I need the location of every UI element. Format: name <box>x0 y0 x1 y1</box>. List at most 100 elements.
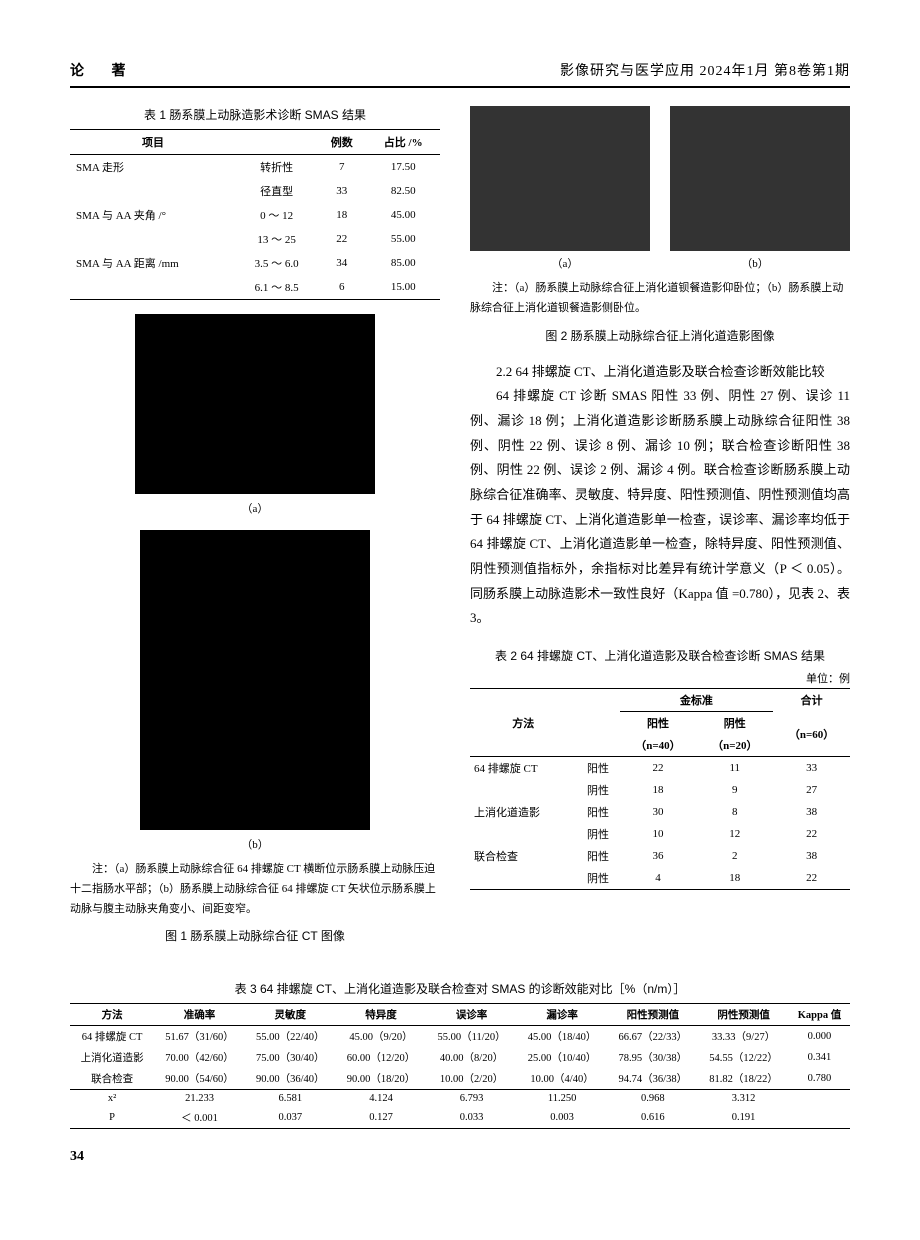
table-cell <box>789 1107 850 1129</box>
table-cell: 0.000 <box>789 1026 850 1048</box>
table-cell: 45.00 <box>366 203 440 227</box>
table-cell <box>470 823 576 845</box>
table-cell: 18 <box>696 867 773 890</box>
t2-pos: 阳性 <box>620 712 697 735</box>
table-cell: 6 <box>317 275 366 300</box>
table-header: 特异度 <box>336 1004 427 1026</box>
table-cell: 18 <box>620 779 697 801</box>
table-cell: 0.003 <box>517 1107 608 1129</box>
table1: 项目 例数 占比 /% SMA 走形转折性717.50径直型3382.50SMA… <box>70 129 440 300</box>
table-cell: 70.00（42/60） <box>154 1047 245 1068</box>
content-columns: 表 1 肠系膜上动脉造影术诊断 SMAS 结果 项目 例数 占比 /% SMA … <box>70 106 850 960</box>
fig2-image-a <box>470 106 650 251</box>
table-cell: 64 排螺旋 CT <box>470 757 576 780</box>
table-cell: 0.968 <box>607 1090 698 1108</box>
table-cell: 联合检查 <box>470 845 576 867</box>
fig1-title: 图 1 肠系膜上动脉综合征 CT 图像 <box>70 927 440 944</box>
table1-title: 表 1 肠系膜上动脉造影术诊断 SMAS 结果 <box>70 106 440 123</box>
table-cell: 阴性 <box>576 867 619 890</box>
table-cell: 10 <box>620 823 697 845</box>
table-cell: 60.00（12/20） <box>336 1047 427 1068</box>
table-cell: 0.191 <box>698 1107 789 1129</box>
t1-h0: 项目 <box>70 130 236 155</box>
table-cell: 34 <box>317 251 366 275</box>
table-cell: P <box>70 1107 154 1129</box>
header-right: 影像研究与医学应用 2024年1月 第8卷第1期 <box>560 60 850 80</box>
table-cell: 64 排螺旋 CT <box>70 1026 154 1048</box>
table-cell: 55.00 <box>366 227 440 251</box>
page-number: 34 <box>70 1149 850 1165</box>
header-left: 论 著 <box>70 60 138 80</box>
table-header: 漏诊率 <box>517 1004 608 1026</box>
t2-neg: 阴性 <box>696 712 773 735</box>
table-cell: 9 <box>696 779 773 801</box>
table-cell: 12 <box>696 823 773 845</box>
table-cell: 38 <box>773 845 850 867</box>
t1-h1 <box>236 130 317 155</box>
table-cell: 转折性 <box>236 155 317 180</box>
table2-unit: 单位：例 <box>470 670 850 686</box>
table-cell: 55.00（11/20） <box>426 1026 516 1048</box>
table-cell: 0.616 <box>607 1107 698 1129</box>
t2-sub-neg: （n=20） <box>696 734 773 757</box>
table-cell: 40.00（8/20） <box>426 1047 516 1068</box>
t2-sub-total: （n=60） <box>773 712 850 757</box>
t2-total: 合计 <box>773 689 850 712</box>
table-cell: 15.00 <box>366 275 440 300</box>
table-cell: 55.00（22/40） <box>245 1026 336 1048</box>
table-cell <box>70 179 236 203</box>
table-cell: SMA 与 AA 距离 /mm <box>70 251 236 275</box>
table2: 方法 金标准 合计 阳性 阴性 （n=60） （n=40） （n=20） 64 … <box>470 688 850 890</box>
table-header: Kappa 值 <box>789 1004 850 1026</box>
table-cell: 11 <box>696 757 773 780</box>
table-cell: 18 <box>317 203 366 227</box>
fig1-note: 注：（a）肠系膜上动脉综合征 64 排螺旋 CT 横断位示肠系膜上动脉压迫十二指… <box>70 860 440 919</box>
table-cell: 90.00（54/60） <box>154 1068 245 1090</box>
table-cell: 联合检查 <box>70 1068 154 1090</box>
table-header: 灵敏度 <box>245 1004 336 1026</box>
table-cell <box>70 275 236 300</box>
table-cell: 81.82（18/22） <box>698 1068 789 1090</box>
table-cell: 51.67（31/60） <box>154 1026 245 1048</box>
fig2-note: 注：（a）肠系膜上动脉综合征上消化道钡餐造影仰卧位；（b）肠系膜上动脉综合征上消… <box>470 279 850 319</box>
section-2-2-paragraph: 64 排螺旋 CT 诊断 SMAS 阳性 33 例、阴性 27 例、误诊 11 … <box>470 384 850 631</box>
right-column: （a） （b） 注：（a）肠系膜上动脉综合征上消化道钡餐造影仰卧位；（b）肠系膜… <box>470 106 850 960</box>
table3: 方法准确率灵敏度特异度误诊率漏诊率阳性预测值阴性预测值Kappa 值 64 排螺… <box>70 1003 850 1129</box>
table-cell: 17.50 <box>366 155 440 180</box>
table-header: 准确率 <box>154 1004 245 1026</box>
table-cell: 6.1 ～ 8.5 <box>236 275 317 300</box>
table-cell: 8 <box>696 801 773 823</box>
fig2-label-row: （a） （b） <box>470 251 850 279</box>
table-cell: 13 ～ 25 <box>236 227 317 251</box>
fig2-image-row <box>470 106 850 251</box>
table3-title: 表 3 64 排螺旋 CT、上消化道造影及联合检查对 SMAS 的诊断效能对比［… <box>70 980 850 997</box>
table-cell: 10.00（2/20） <box>426 1068 516 1090</box>
table-cell: 阳性 <box>576 845 619 867</box>
table-cell: 2 <box>696 845 773 867</box>
table-cell: 33 <box>317 179 366 203</box>
table-cell <box>70 227 236 251</box>
table-cell: 66.67（22/33） <box>607 1026 698 1048</box>
table-cell: 27 <box>773 779 850 801</box>
table-cell: 7 <box>317 155 366 180</box>
table-cell <box>470 779 576 801</box>
table-cell <box>789 1090 850 1108</box>
table-cell: 54.55（12/22） <box>698 1047 789 1068</box>
section-2-2-title: 2.2 64 排螺旋 CT、上消化道造影及联合检查诊断效能比较 <box>470 360 850 385</box>
table-cell: x² <box>70 1090 154 1108</box>
table-cell: 阳性 <box>576 801 619 823</box>
t2-blank <box>576 689 619 757</box>
table-cell: 90.00（18/20） <box>336 1068 427 1090</box>
table-cell: 0.033 <box>426 1107 516 1129</box>
table-cell: 45.00（9/20） <box>336 1026 427 1048</box>
section-2-2-body: 64 排螺旋 CT 诊断 SMAS 阳性 33 例、阴性 27 例、误诊 11 … <box>470 384 850 631</box>
table-cell: 6.793 <box>426 1090 516 1108</box>
table-header: 阳性预测值 <box>607 1004 698 1026</box>
table-cell: 21.233 <box>154 1090 245 1108</box>
table-cell: 85.00 <box>366 251 440 275</box>
table-cell: 45.00（18/40） <box>517 1026 608 1048</box>
table-cell: 上消化道造影 <box>470 801 576 823</box>
table-cell: 75.00（30/40） <box>245 1047 336 1068</box>
table-cell: 25.00（10/40） <box>517 1047 608 1068</box>
table-cell: 33 <box>773 757 850 780</box>
